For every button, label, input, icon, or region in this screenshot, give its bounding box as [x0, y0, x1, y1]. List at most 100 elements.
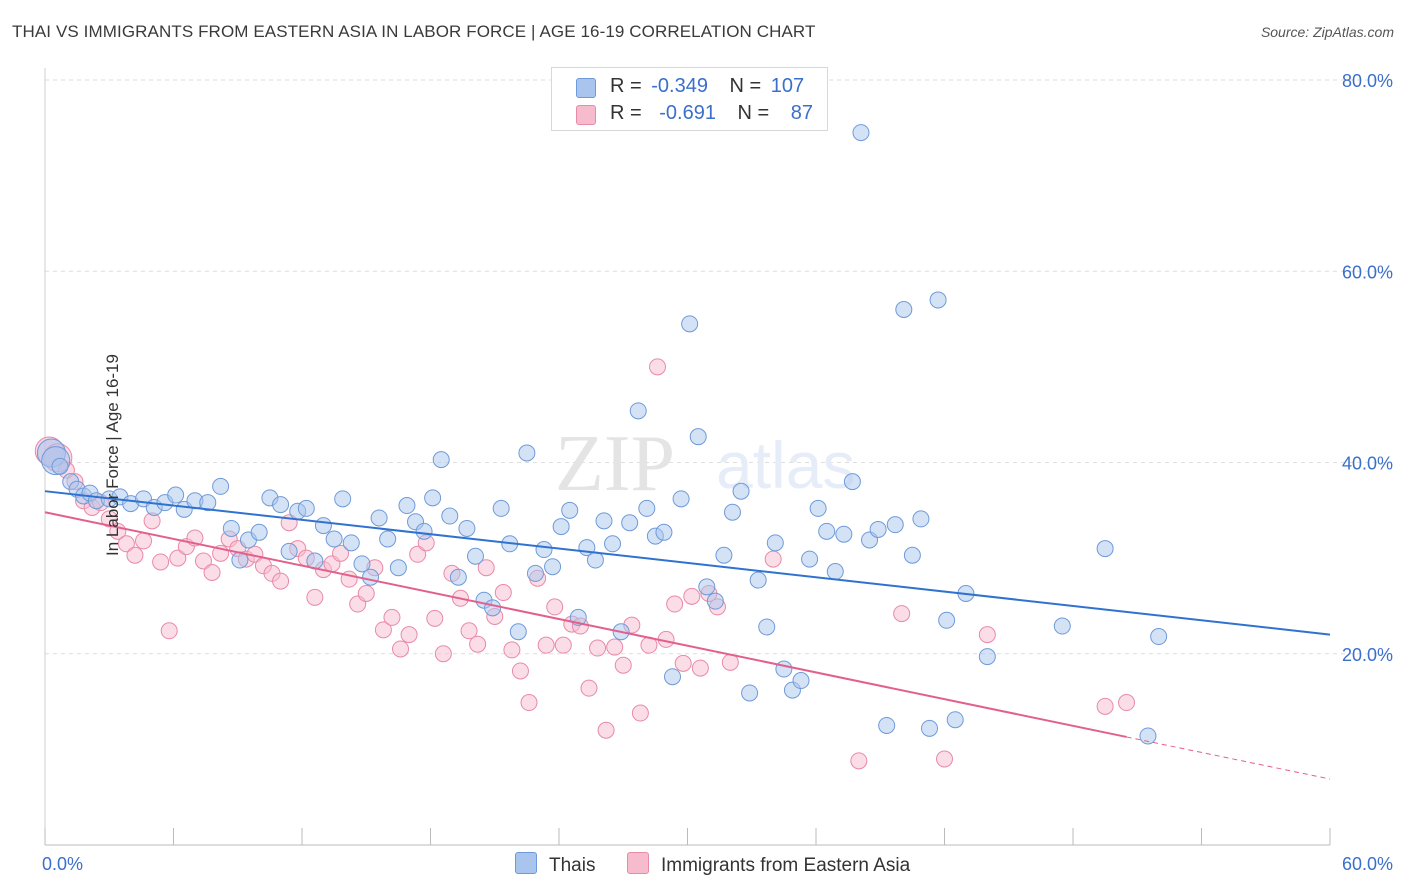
immigrants-point: [374, 621, 392, 639]
legend-swatch-blue: [576, 78, 596, 98]
bottom-legend-label: Thais: [549, 855, 596, 876]
thais-point: [938, 611, 956, 629]
thais-point: [749, 571, 767, 589]
immigrants-point: [691, 659, 709, 677]
legend-n-label: N =: [737, 102, 770, 124]
immigrants-point: [409, 545, 427, 563]
immigrants-point: [126, 546, 144, 564]
thais-point: [723, 503, 741, 521]
thais-point: [621, 514, 639, 532]
thais-point: [895, 301, 913, 318]
thais-point: [1150, 628, 1168, 646]
legend-r-label: R =: [610, 75, 642, 97]
immigrants-point: [631, 704, 649, 722]
y-tick-label: 60.0%: [1342, 262, 1393, 282]
immigrants-point: [1096, 697, 1114, 715]
thais-point: [484, 599, 502, 617]
thais-point: [334, 490, 352, 508]
x-tick-label: 60.0%: [1342, 854, 1393, 874]
thais-point: [1053, 617, 1071, 635]
thais-point: [826, 563, 844, 581]
thais-point: [466, 547, 484, 565]
immigrants-point: [272, 572, 290, 590]
immigrants-point: [589, 639, 607, 657]
thais-point: [561, 501, 579, 519]
trend-lines: [44, 490, 1331, 780]
legend-r-value: -0.691: [659, 102, 716, 124]
immigrants-point: [936, 750, 953, 768]
legend-n-value: 87: [790, 102, 814, 124]
immigrants-point: [460, 622, 478, 640]
thais-point: [1139, 727, 1157, 745]
thais-point: [818, 522, 836, 540]
thais-point: [732, 482, 750, 500]
chart-title: THAI VS IMMIGRANTS FROM EASTERN ASIA IN …: [12, 22, 816, 41]
immigrants-point: [400, 626, 418, 644]
immigrants-point: [511, 662, 529, 680]
immigrants-point: [674, 654, 692, 672]
thais-point: [801, 550, 819, 568]
immigrants-point: [332, 544, 350, 562]
y-axis-label: In Labor Force | Age 16-19: [102, 354, 122, 556]
immigrants-point: [357, 585, 375, 603]
thais-point: [272, 496, 290, 514]
thais-point: [552, 518, 570, 536]
thais-point: [370, 509, 388, 527]
bottom-legend-thais: Thais: [515, 852, 595, 877]
thais-point: [458, 519, 476, 537]
thais-point: [342, 534, 360, 552]
legend-n-label: N =: [729, 75, 762, 97]
thais-point: [946, 711, 964, 729]
thais-point: [314, 517, 332, 535]
thais-point: [766, 534, 784, 552]
thais-point: [921, 719, 939, 737]
thais-point: [586, 551, 604, 569]
thais-point: [362, 568, 380, 586]
thais-point: [250, 523, 268, 541]
immigrants-point: [614, 656, 632, 674]
thais-point: [775, 660, 793, 678]
thais-point: [544, 558, 562, 576]
thais-point: [199, 494, 217, 512]
immigrants-point: [152, 553, 170, 571]
bottom-legend-swatch-pink: [627, 852, 649, 874]
thais-point: [449, 568, 467, 586]
thais-point: [903, 546, 921, 564]
immigrants-point: [503, 641, 521, 659]
thais-point: [1096, 540, 1114, 558]
immigrants-point: [169, 549, 187, 567]
thais-point: [167, 486, 185, 504]
thais-point: [672, 490, 690, 508]
thais-point: [595, 512, 613, 530]
immigrants-point: [203, 563, 221, 581]
thais-point: [929, 291, 947, 309]
thais-point: [280, 542, 298, 560]
bottom-legend-label: Immigrants from Eastern Asia: [661, 855, 911, 876]
immigrants-point: [597, 721, 615, 739]
immigrants-point: [606, 638, 624, 656]
y-tick-label: 40.0%: [1342, 454, 1393, 474]
immigrants-point: [537, 636, 555, 654]
thais-point: [715, 546, 733, 564]
axes: [44, 68, 1331, 846]
tick-labels: 20.0% 40.0% 60.0% 80.0% 0.0% 60.0%: [42, 71, 1393, 874]
immigrants-point: [194, 552, 212, 570]
thais-point: [978, 648, 996, 666]
thais-point: [629, 402, 647, 420]
legend-r-label: R =: [610, 102, 642, 124]
immigrants-point: [1118, 694, 1136, 712]
thais-point: [51, 457, 69, 475]
immigrants-point: [426, 609, 444, 627]
thais-point: [353, 555, 371, 573]
series-thais-points: [36, 124, 1168, 745]
thais-point: [325, 530, 343, 548]
thais-point: [698, 578, 716, 596]
immigrants-point: [683, 587, 701, 605]
thais-point: [843, 473, 861, 491]
thais-point: [809, 499, 827, 517]
thais-point: [689, 428, 707, 446]
immigrants-point: [893, 605, 911, 623]
x-tick-label: 0.0%: [42, 854, 83, 874]
bottom-legend-swatch-blue: [515, 852, 537, 874]
